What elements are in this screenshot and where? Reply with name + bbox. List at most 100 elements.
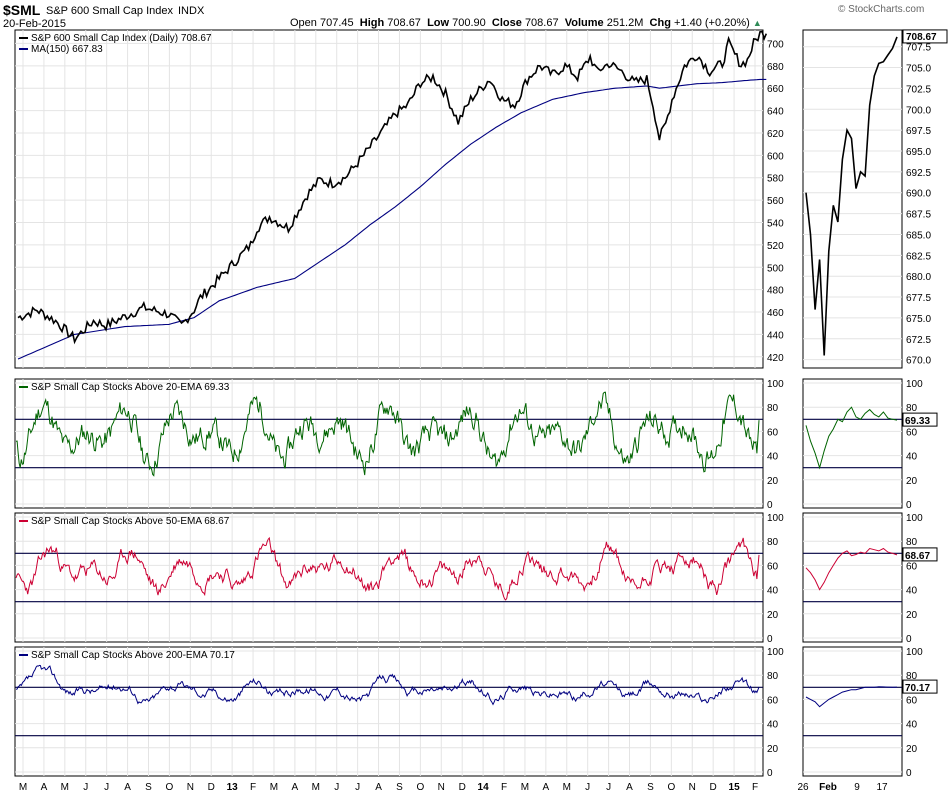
x-tick-label: N — [689, 782, 696, 793]
open-value: 707.45 — [319, 17, 354, 29]
x-tick-label: J — [104, 782, 109, 793]
breadth-y-tick-label: 80 — [767, 537, 779, 548]
breadth-y-tick-label: 100 — [767, 513, 784, 524]
inset-y-tick-label: 695.0 — [906, 147, 931, 158]
open-label: Open — [290, 17, 317, 29]
price-y-tick-label: 500 — [767, 263, 784, 274]
x-tick-label: S — [145, 782, 152, 793]
x-tick-label: M — [563, 782, 571, 793]
ma-legend-label: MA(150) 667.83 — [31, 44, 103, 55]
inset-y-tick-label: 682.5 — [906, 251, 931, 262]
breadth-y-tick-label: 100 — [767, 647, 784, 658]
volume-label: Volume — [564, 17, 604, 29]
inset-price-line — [805, 36, 898, 356]
breadth-inset-y-tick-label: 0 — [906, 634, 912, 645]
price-y-tick-label: 580 — [767, 174, 784, 185]
inset-y-tick-label: 687.5 — [906, 210, 931, 221]
x-tick-label: O — [166, 782, 174, 793]
x-tick-label: M — [61, 782, 69, 793]
x-tick-label: 14 — [478, 782, 490, 793]
breadth-inset-y-tick-label: 20 — [906, 476, 918, 487]
breadth-y-tick-label: 60 — [767, 561, 779, 572]
x-tick-label: A — [124, 782, 131, 793]
main-panel-frame-2 — [14, 512, 764, 643]
inset-y-tick-label: 670.0 — [906, 356, 931, 367]
breadth-inset-y-tick-label: 0 — [906, 768, 912, 779]
breadth-y-tick-label: 60 — [767, 695, 779, 706]
breadth-inset-y-tick-label: 80 — [906, 537, 918, 548]
x-tick-label: J — [334, 782, 339, 793]
inset-y-tick-label: 697.5 — [906, 126, 931, 137]
x-tick-label: S — [647, 782, 654, 793]
volume-value: 251.2M — [606, 17, 644, 29]
watermark: © StockCharts.com — [838, 4, 925, 15]
high-label: High — [359, 17, 385, 29]
breadth-inset-y-tick-label: 60 — [906, 695, 918, 706]
x-tick-label: S — [396, 782, 403, 793]
inset-last-value-label: 708.67 — [906, 32, 937, 43]
x-tick-label: D — [208, 782, 215, 793]
inset-x-tick-label: Feb — [819, 782, 837, 793]
x-tick-label: D — [459, 782, 466, 793]
breadth-legend-label: S&P Small Cap Stocks Above 20-EMA 69.33 — [31, 382, 230, 393]
breadth-last-value-box — [902, 412, 938, 427]
x-tick-label: M — [521, 782, 529, 793]
main-panel-frame-3 — [14, 646, 764, 777]
x-tick-label: O — [416, 782, 424, 793]
price-y-tick-label: 520 — [767, 241, 784, 252]
breadth-last-value-label: 69.33 — [905, 416, 930, 427]
x-tick-label: J — [606, 782, 611, 793]
breadth-inset-y-tick-label: 60 — [906, 561, 918, 572]
inset-y-tick-label: 690.0 — [906, 189, 931, 200]
price-y-tick-label: 560 — [767, 196, 784, 207]
inset-x-tick-label: 17 — [876, 782, 888, 793]
breadth-y-tick-label: 0 — [767, 768, 773, 779]
exchange-label: INDX — [178, 5, 205, 17]
price-y-tick-label: 660 — [767, 84, 784, 95]
breadth-y-tick-label: 0 — [767, 634, 773, 645]
price-y-tick-label: 480 — [767, 286, 784, 297]
breadth-line-1 — [15, 391, 760, 477]
breadth-inset-y-tick-label: 100 — [906, 513, 923, 524]
inset-x-tick-label: 9 — [854, 782, 860, 793]
x-tick-label: A — [626, 782, 633, 793]
x-tick-label: 13 — [227, 782, 239, 793]
breadth-inset-y-tick-label: 40 — [906, 586, 918, 597]
x-tick-label: A — [292, 782, 299, 793]
breadth-last-value-box — [902, 547, 938, 562]
price-line — [17, 30, 768, 345]
breadth-legend-label: S&P Small Cap Stocks Above 200-EMA 70.17 — [31, 650, 235, 661]
x-tick-label: A — [543, 782, 550, 793]
x-tick-label: N — [187, 782, 194, 793]
price-y-tick-label: 540 — [767, 219, 784, 230]
breadth-inset-y-tick-label: 80 — [906, 671, 918, 682]
breadth-inset-y-tick-label: 100 — [906, 647, 923, 658]
x-tick-label: J — [83, 782, 88, 793]
quote-bar: Open 707.45 High 708.67 Low 700.90 Close… — [290, 17, 762, 29]
inset-panel-frame-3 — [802, 646, 903, 777]
price-legend-label: S&P 600 Small Cap Index (Daily) 708.67 — [31, 33, 212, 44]
x-tick-label: J — [355, 782, 360, 793]
inset-y-tick-label: 702.5 — [906, 84, 931, 95]
date-label: 20-Feb-2015 — [3, 18, 66, 30]
breadth-inset-y-tick-label: 40 — [906, 720, 918, 731]
inset-y-tick-label: 707.5 — [906, 43, 931, 54]
x-tick-label: O — [667, 782, 675, 793]
price-y-tick-label: 640 — [767, 107, 784, 118]
breadth-inset-y-tick-label: 60 — [906, 427, 918, 438]
breadth-inset-y-tick-label: 20 — [906, 744, 918, 755]
symbol-title: $SML — [3, 2, 41, 18]
breadth-inset-line-2 — [805, 547, 898, 591]
inset-panel-frame-2 — [802, 512, 903, 643]
price-y-tick-label: 420 — [767, 353, 784, 364]
breadth-inset-line-1 — [805, 406, 898, 470]
up-arrow-icon: ▲ — [752, 18, 762, 28]
breadth-y-tick-label: 20 — [767, 744, 779, 755]
x-tick-label: M — [270, 782, 278, 793]
high-value: 708.67 — [387, 17, 421, 29]
breadth-inset-y-tick-label: 20 — [906, 610, 918, 621]
chg-value: +1.40 (+0.20%) — [673, 17, 750, 29]
inset-y-tick-label: 680.0 — [906, 272, 931, 283]
inset-last-value-box — [902, 29, 948, 44]
